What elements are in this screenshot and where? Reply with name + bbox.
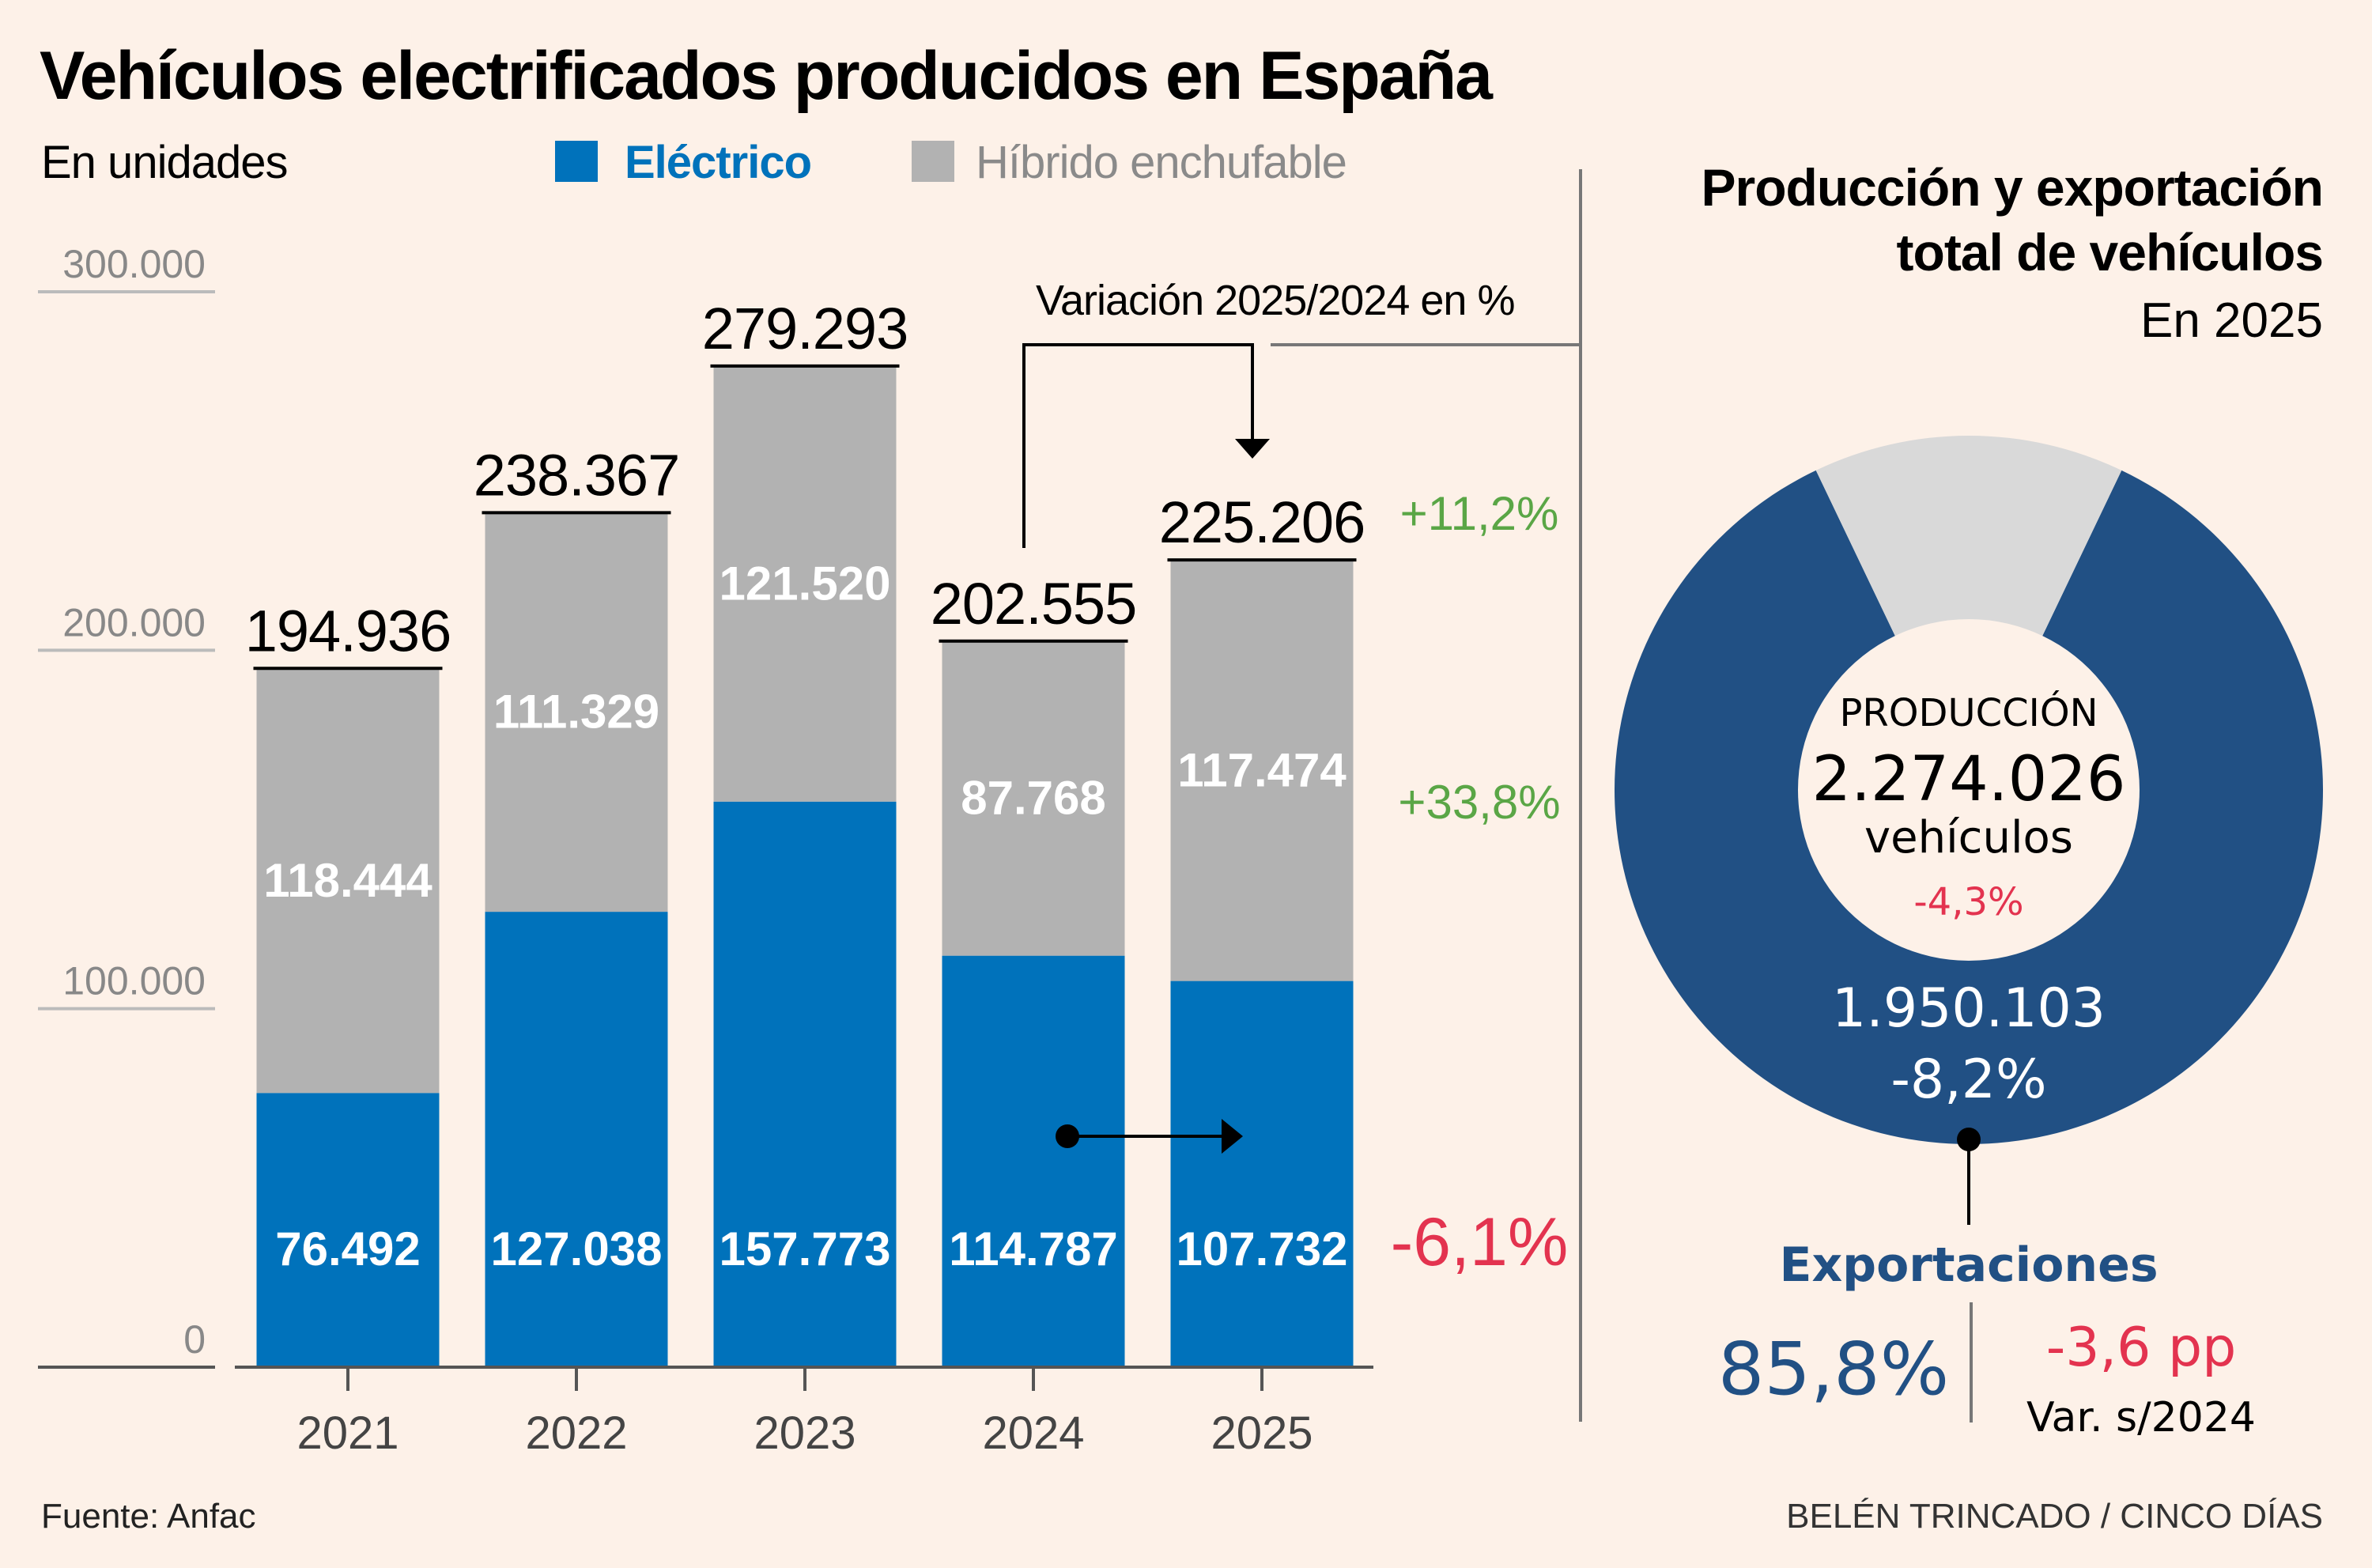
bar-electric bbox=[1170, 980, 1354, 1367]
chart-title: Vehículos electrificados producidos en E… bbox=[40, 38, 1494, 114]
bar-electric bbox=[713, 801, 897, 1367]
bar-hybrid bbox=[256, 668, 440, 1094]
export-value: 1.950.103 bbox=[1832, 977, 2106, 1040]
x-tick-label: 2025 bbox=[1211, 1407, 1313, 1459]
bar-label-hybrid: 118.444 bbox=[263, 854, 432, 907]
variation-hybrid: +33,8% bbox=[1398, 776, 1560, 829]
donut-slice-domestic bbox=[1815, 436, 2122, 637]
legend-swatch-hybrid bbox=[912, 141, 954, 182]
exports-share: 85,8% bbox=[1718, 1327, 1949, 1411]
bar-electric bbox=[485, 912, 668, 1367]
bar-label-hybrid: 87.768 bbox=[961, 772, 1106, 825]
bar-label-electric: 107.732 bbox=[1177, 1222, 1348, 1275]
x-tick-label: 2024 bbox=[982, 1407, 1084, 1459]
bar-hybrid bbox=[713, 365, 897, 802]
bar-hybrid bbox=[1170, 560, 1354, 981]
x-tick-label: 2023 bbox=[754, 1407, 856, 1459]
chart-subtitle: En unidades bbox=[41, 137, 287, 188]
arrow-right-icon bbox=[1222, 1119, 1243, 1154]
bar-label-total: 279.293 bbox=[702, 296, 908, 361]
bar-hybrid bbox=[942, 640, 1125, 956]
bar-label-total: 225.206 bbox=[1159, 489, 1365, 555]
variation-bracket bbox=[1022, 343, 1254, 548]
y-tick-label: 300.000 bbox=[62, 242, 206, 286]
bar-label-hybrid: 121.520 bbox=[720, 557, 891, 610]
variation-electric: -6,1% bbox=[1391, 1204, 1569, 1280]
x-tick-label: 2021 bbox=[296, 1407, 398, 1459]
production-value: 2.274.026 bbox=[1812, 744, 2126, 815]
legend-label-hybrid: Híbrido enchufable bbox=[976, 137, 1347, 188]
production-label: PRODUCCIÓN bbox=[1839, 690, 2098, 735]
donut-chart bbox=[1614, 436, 2323, 1144]
bar-label-electric: 157.773 bbox=[720, 1222, 891, 1275]
legend-swatch-electric bbox=[555, 141, 598, 182]
bar-label-electric: 127.038 bbox=[491, 1222, 663, 1275]
variation-total: +11,2% bbox=[1400, 487, 1559, 540]
export-change: -8,2% bbox=[1890, 1048, 2046, 1111]
exports-change: -3,6 pp bbox=[2046, 1317, 2237, 1379]
arrow-down-icon bbox=[1235, 439, 1270, 459]
exports-change-note: Var. s/2024 bbox=[2026, 1394, 2256, 1441]
y-axis: 0 100.000 200.000 300.000 bbox=[38, 242, 215, 1369]
side-subtitle: En 2025 bbox=[2140, 293, 2323, 348]
credit-note: BELÉN TRINCADO / CINCO DÍAS bbox=[1786, 1497, 2323, 1536]
bar-electric bbox=[942, 955, 1125, 1367]
bar-hybrid bbox=[485, 512, 668, 912]
x-tick-label: 2022 bbox=[525, 1407, 627, 1459]
variation-note: Variación 2025/2024 en % bbox=[1036, 277, 1514, 324]
bar-label-hybrid: 111.329 bbox=[493, 686, 659, 739]
donut-slice-exports bbox=[1614, 470, 2323, 1144]
bar-label-electric: 114.787 bbox=[949, 1222, 1118, 1275]
bar-label-total: 194.936 bbox=[245, 598, 451, 663]
y-tick-label: 100.000 bbox=[62, 959, 206, 1003]
source-note: Fuente: Anfac bbox=[41, 1497, 256, 1536]
bar-label-electric: 76.492 bbox=[275, 1222, 421, 1275]
x-axis: 2021 2022 2023 2024 2025 bbox=[296, 1367, 1313, 1459]
y-tick-label: 0 bbox=[183, 1317, 206, 1362]
production-unit: vehículos bbox=[1864, 812, 2073, 863]
bar-label-total: 202.555 bbox=[931, 571, 1137, 637]
production-change: -4,3% bbox=[1913, 880, 2023, 924]
bars: 76.492 118.444 194.936 127.038 111.329 238.36… bbox=[245, 296, 1365, 1367]
bar-electric bbox=[256, 1093, 440, 1367]
exports-label: Exportaciones bbox=[1779, 1237, 2158, 1293]
bar-label-hybrid: 117.474 bbox=[1177, 743, 1347, 796]
side-title-line2: total de vehículos bbox=[1897, 223, 2323, 281]
bar-label-total: 238.367 bbox=[474, 442, 680, 508]
y-tick-label: 200.000 bbox=[62, 600, 206, 644]
legend-label-electric: Eléctrico bbox=[625, 137, 811, 188]
side-title-line1: Producción y exportación bbox=[1702, 158, 2324, 217]
